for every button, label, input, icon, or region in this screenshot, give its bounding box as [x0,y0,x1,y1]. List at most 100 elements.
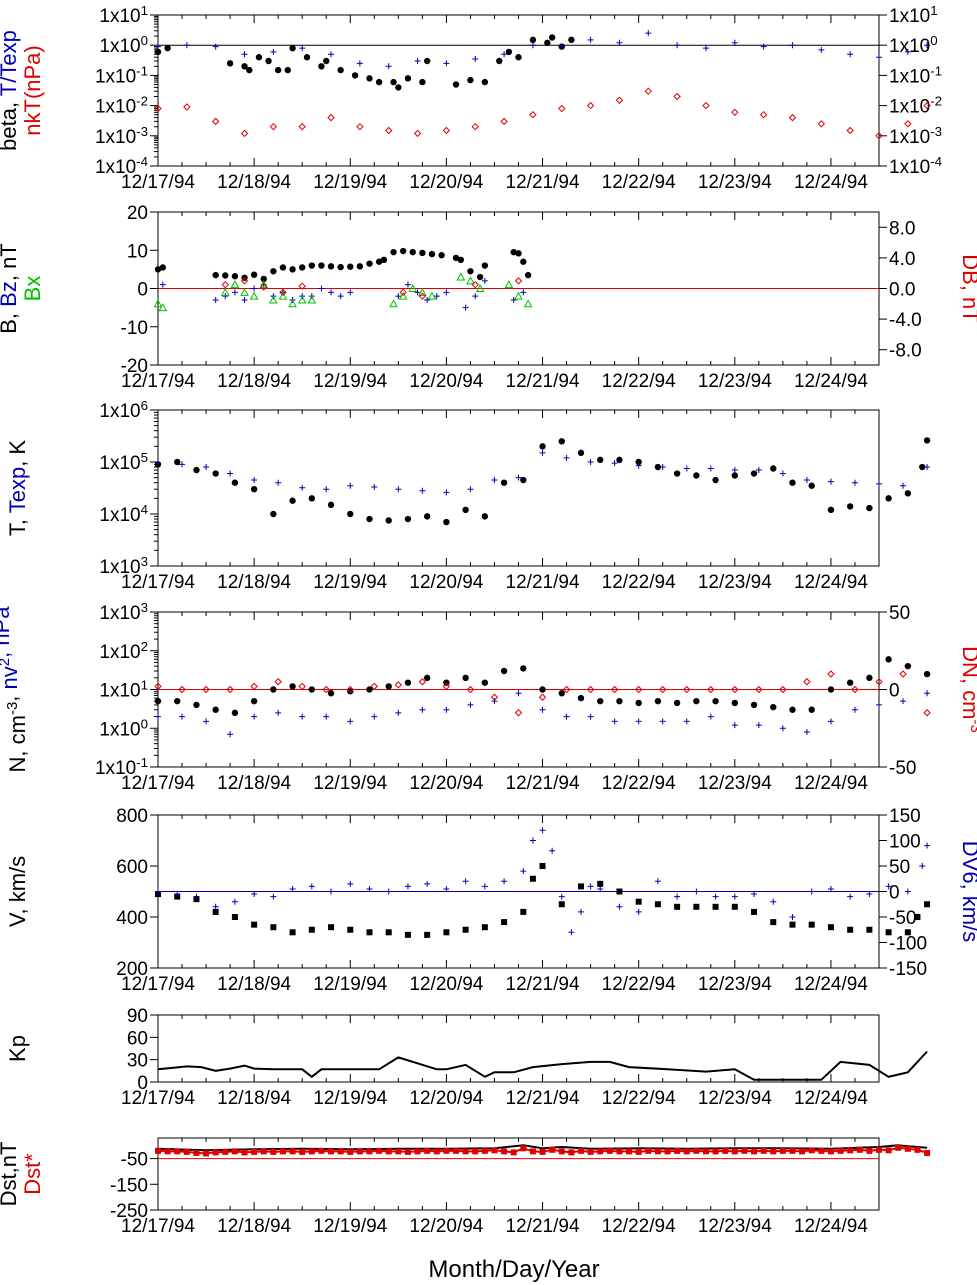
data-point [924,901,931,908]
data-point [231,273,239,280]
data-point [731,722,738,729]
data-point [347,510,354,518]
x-tick-label: 12/21/94 [506,1216,580,1237]
data-point [683,1148,690,1155]
data-point [385,63,392,70]
data-point [539,1148,546,1155]
data-point [443,518,450,526]
data-point [616,456,623,464]
data-point [683,465,690,472]
data-point [481,513,489,520]
data-point [230,280,240,289]
x-tick-label: 12/23/94 [698,974,772,995]
data-point [799,1148,806,1155]
data-point [514,709,523,717]
data-point [308,1148,315,1155]
data-point [212,903,219,910]
data-point [453,1147,460,1154]
data-point [270,510,277,518]
data-point [443,706,450,713]
data-point [409,248,416,256]
data-point [265,57,272,65]
x-tick-label: 12/17/94 [121,371,195,392]
data-point [462,1148,469,1155]
data-point [875,678,883,686]
y-axis-label: Kp [5,1035,30,1062]
data-point [249,291,259,300]
series-b [154,247,532,283]
x-tick-label: 12/24/94 [794,572,868,593]
data-point [308,926,315,933]
data-point [240,129,249,138]
data-point [251,891,258,898]
data-point [221,280,230,289]
data-point [673,470,681,477]
data-point [193,893,200,900]
data-point [851,706,858,713]
y-tick-label: 1x10-1 [95,63,148,87]
y-tick-label: 1x10-2 [95,94,148,118]
data-point [520,289,527,296]
data-point [529,36,537,44]
y-tick-label: 1x101 [99,3,148,27]
data-point [346,685,354,694]
data-point [577,449,585,457]
data-point [789,42,796,49]
x-tick-label: 12/18/94 [217,1216,291,1237]
data-point [693,472,700,479]
y-right-tick-label: 1x10-4 [889,154,942,178]
data-point [520,258,527,265]
data-point [885,495,892,502]
data-point [616,888,623,895]
data-point [789,706,796,713]
data-point [606,1147,613,1154]
data-point [399,247,407,255]
panels: 1x10-4 1x10-4 1x10-3 1x10-3 1x10-2 1x10-2 1x10… [0,3,977,1237]
x-tick-label: 12/24/94 [794,172,868,193]
data-point [539,686,546,693]
data-point [635,898,642,905]
data-point [347,1148,354,1155]
y-tick-label: 1x100 [99,716,148,740]
data-point [597,885,604,892]
data-point [491,1147,498,1154]
data-point [520,665,527,672]
x-tick-label: 12/21/94 [506,974,580,995]
y-axis-label: T, Texp, K [5,440,30,537]
x-tick-label: 12/23/94 [698,773,772,794]
y-tick-label: -20 [121,356,148,377]
data-point [347,926,354,933]
x-tick-label: 12/19/94 [313,1088,387,1109]
data-point [789,479,796,486]
data-point [275,709,282,716]
data-point [563,454,570,461]
data-point [731,903,738,910]
series-t-texp [155,30,931,70]
y-right-tick-label: -8.0 [889,341,922,362]
y-right-tick-label: -100 [889,934,927,955]
data-point [226,685,234,694]
data-point [924,464,931,471]
data-point [404,931,411,938]
data-point [241,296,248,303]
data-point [924,690,931,697]
data-point [438,252,445,259]
data-point [404,679,412,686]
data-point [193,701,200,709]
data-point [323,713,330,720]
y-right-tick-label: -50 [889,758,916,779]
x-tick-label: 12/22/94 [602,572,676,593]
data-point [308,262,316,269]
x-tick-label: 12/22/94 [602,974,676,995]
series-v [155,863,931,938]
x-axis-label: Month/Day/Year [428,1256,599,1283]
data-point [269,295,278,304]
data-point [174,891,181,898]
data-point [654,463,662,471]
data-point [385,888,392,895]
data-point [751,1148,758,1155]
data-point [904,48,911,55]
y-tick-label: 1x103 [99,600,148,624]
data-point [250,682,258,691]
data-point [323,57,330,65]
